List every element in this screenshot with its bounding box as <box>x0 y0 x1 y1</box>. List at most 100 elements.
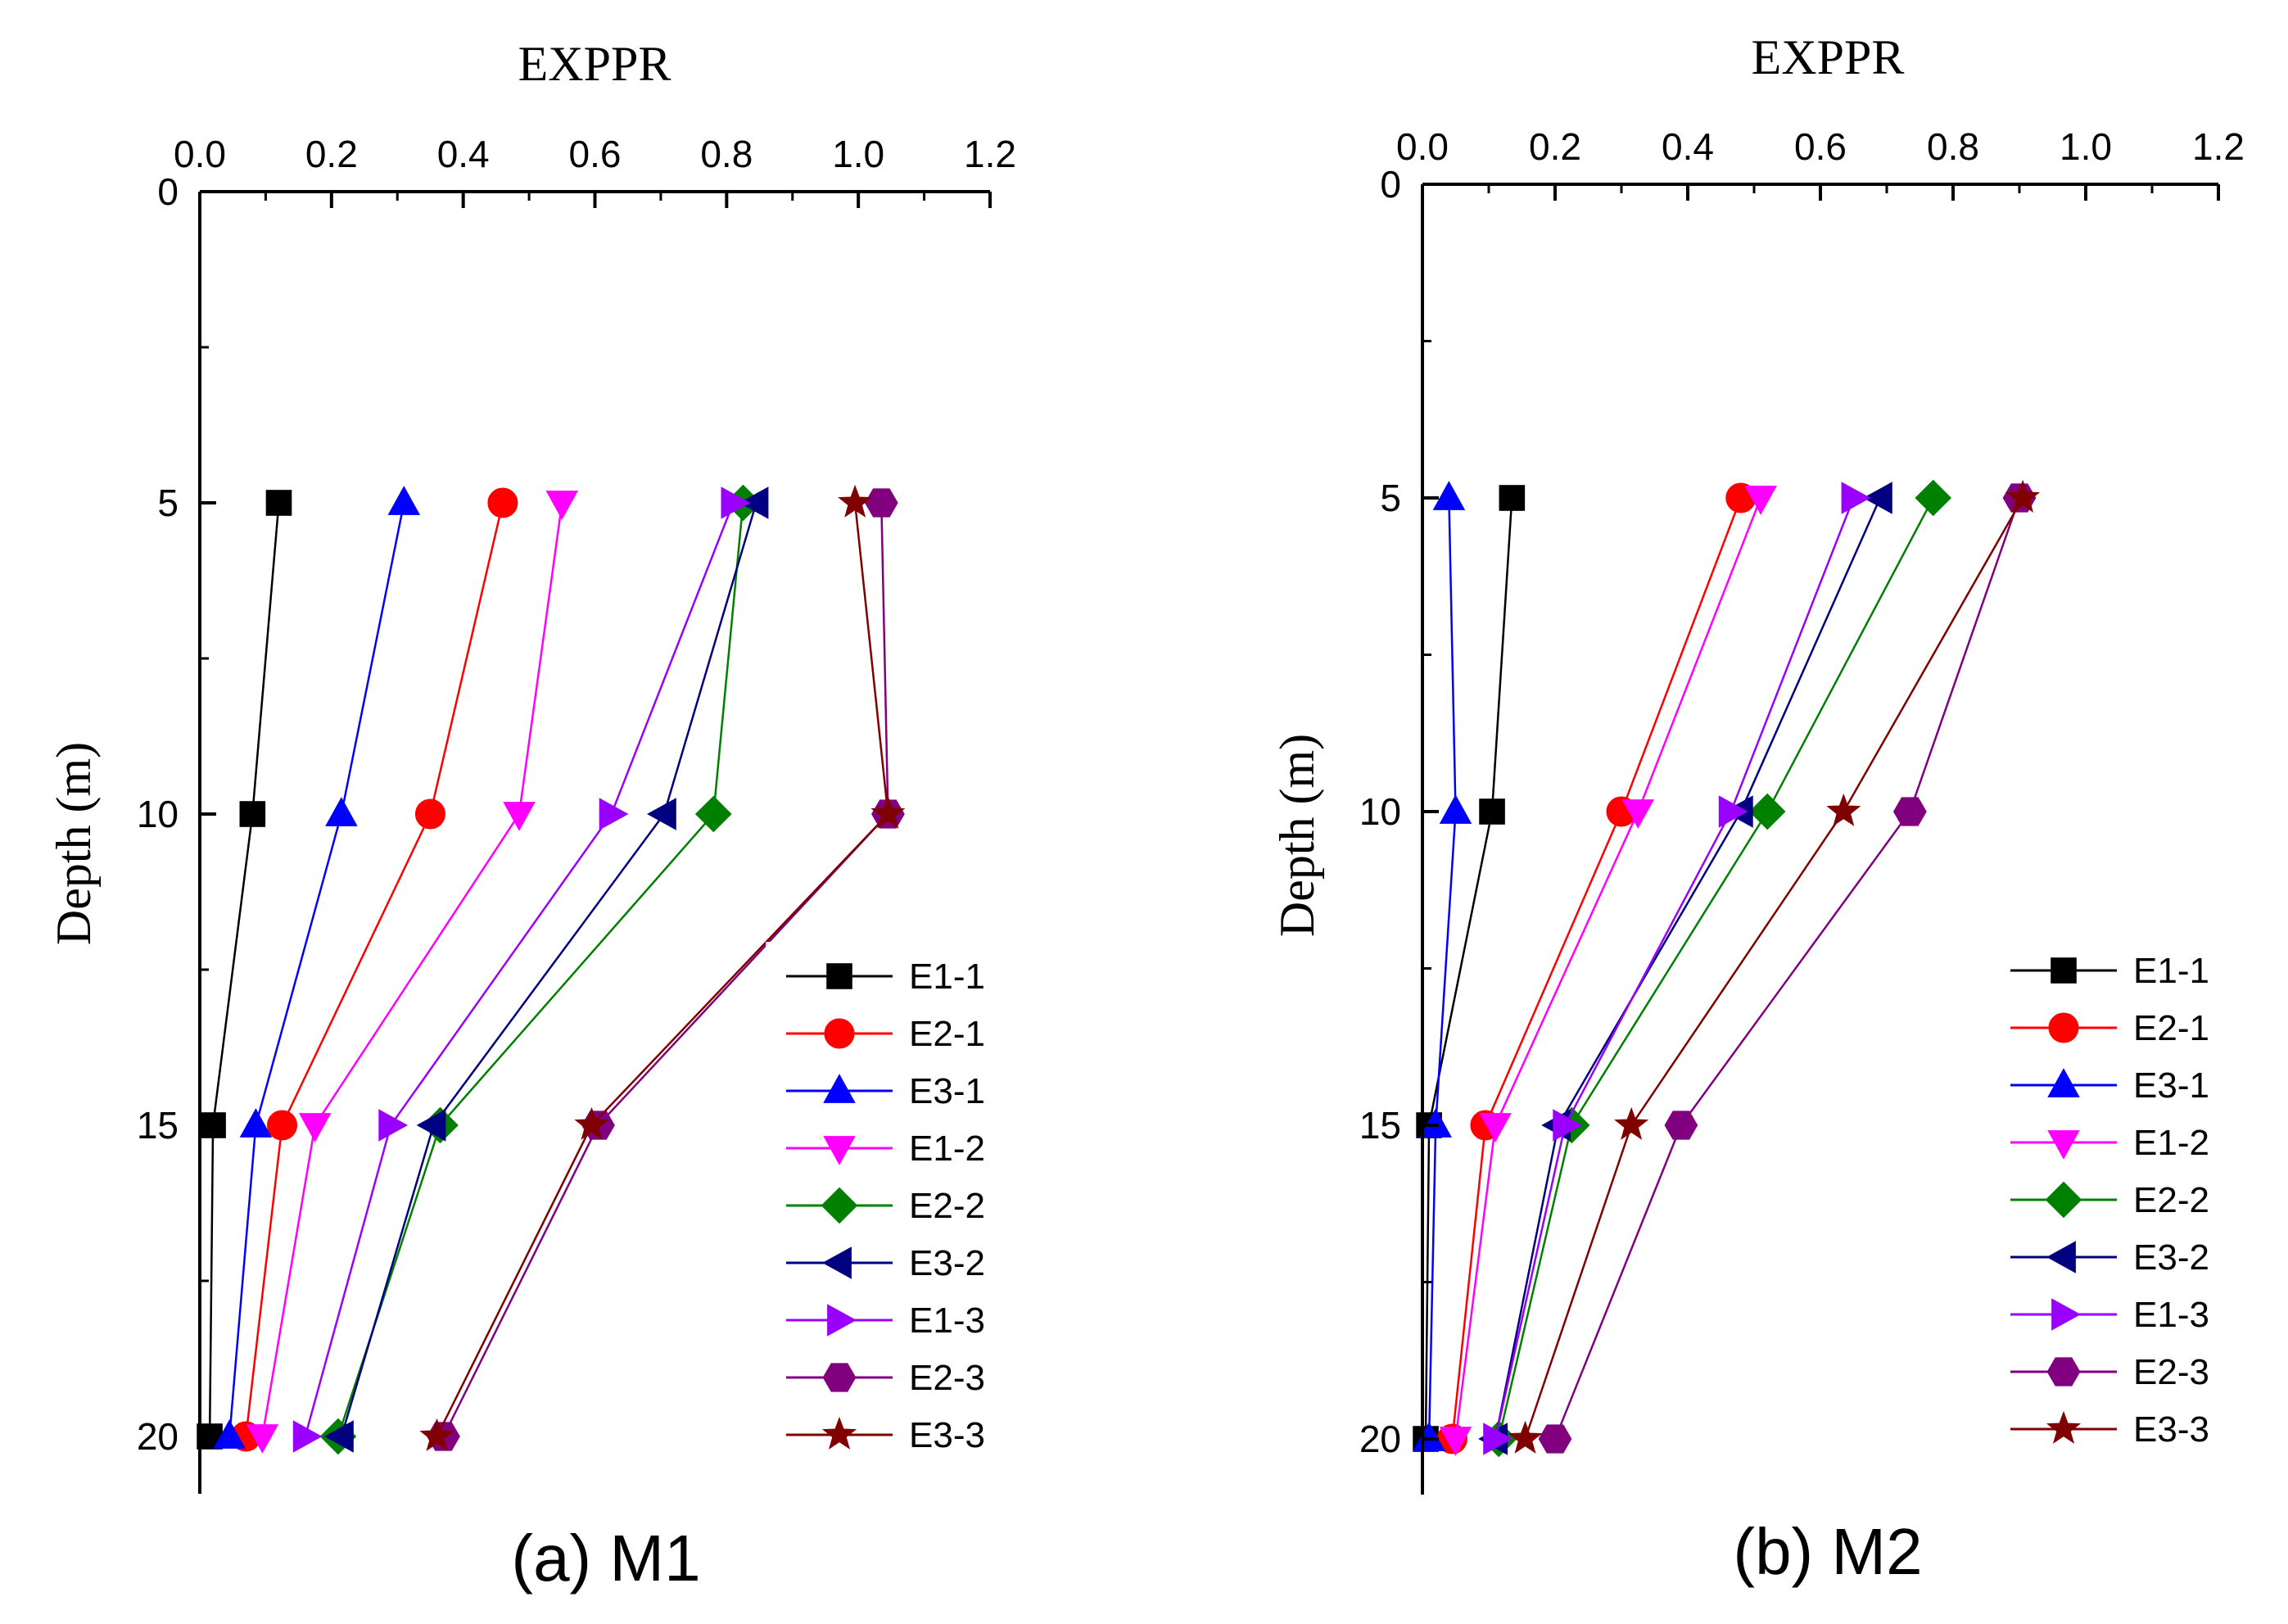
legend-marker <box>826 963 852 989</box>
legend-marker <box>2046 1410 2082 1444</box>
data-point <box>239 1108 273 1138</box>
y-tick-label: 0 <box>1380 163 1401 206</box>
series-layer <box>197 484 906 1455</box>
y-tick-label: 0 <box>157 170 179 213</box>
legend-label: E1-1 <box>2133 951 2209 991</box>
data-point <box>1419 1108 1452 1138</box>
y-axis-title: Depth (m) <box>47 742 101 945</box>
data-point <box>1621 799 1655 829</box>
data-point <box>1499 485 1526 511</box>
data-point <box>1863 482 1892 514</box>
data-point <box>419 1418 454 1451</box>
series-line <box>1497 497 1934 1440</box>
data-point <box>265 490 292 516</box>
legend-label: E2-2 <box>2133 1180 2209 1220</box>
legend: E1-1 E2-1 E3-1 E1-2 E2-2 E3-2 E1-3 E2-3 … <box>1990 938 2231 1450</box>
series-e3-2 <box>324 486 769 1453</box>
legend-label: E3-3 <box>2133 1409 2209 1450</box>
series-line <box>1454 497 1762 1440</box>
y-tick-label: 5 <box>157 482 179 524</box>
data-point <box>721 486 751 519</box>
x-tick-labels: 0.0 0.2 0.4 0.6 0.8 1.0 1.2 <box>1396 125 2245 168</box>
y-tick-labels: 0 5 10 15 20 <box>137 170 179 1458</box>
y-tick-label: 20 <box>137 1415 179 1458</box>
legend-labels: E1-1 E2-1 E3-1 E1-2 E2-2 E3-2 E1-3 E2-3 … <box>909 957 985 1455</box>
data-point <box>1439 794 1472 824</box>
legend-label: E1-3 <box>909 1301 985 1341</box>
legend-marker <box>2051 957 2077 984</box>
y-tick-label: 10 <box>137 793 179 835</box>
panel-b-m2: EXPPR Depth (m) 0.0 0.2 0.4 0.6 0.8 1.0 … <box>1270 30 2245 1588</box>
legend-marker <box>2051 1298 2081 1331</box>
legend-label: E3-1 <box>2133 1065 2209 1106</box>
x-tick-label: 0.8 <box>1927 125 1979 168</box>
data-point <box>416 1109 446 1142</box>
data-point <box>647 798 676 830</box>
tick-marks <box>1421 183 2220 1441</box>
series-e1-2 <box>1439 486 1777 1456</box>
data-point <box>298 1113 332 1142</box>
series-line <box>304 502 735 1437</box>
x-tick-label: 1.0 <box>832 133 884 175</box>
legend-marker <box>2047 1068 2080 1097</box>
series-line <box>337 502 744 1437</box>
series-line <box>1451 497 1742 1440</box>
legend-marker <box>822 1363 857 1392</box>
panel-a-m1: EXPPR Depth (m) 0.0 0.2 0.4 0.6 0.8 1.0 … <box>47 37 1016 1595</box>
x-tick-label: 0.8 <box>700 133 753 175</box>
data-point <box>1508 1420 1543 1454</box>
series-line <box>208 502 280 1437</box>
data-point <box>213 1419 246 1449</box>
x-tick-label: 1.0 <box>2060 125 2112 168</box>
x-tick-label: 0.2 <box>305 133 358 175</box>
series-line <box>1553 497 2021 1440</box>
data-point <box>1553 1109 1583 1142</box>
data-point <box>1744 486 1777 515</box>
x-axis-title: EXPPR <box>518 37 671 91</box>
x-tick-label: 0.0 <box>174 133 226 175</box>
legend-marker <box>2046 1357 2081 1387</box>
series-line <box>436 502 889 1437</box>
legend-label: E1-2 <box>909 1129 985 1169</box>
data-point <box>1432 481 1466 510</box>
legend-marker <box>2045 1181 2082 1219</box>
data-point <box>694 795 732 833</box>
data-point <box>246 1424 279 1454</box>
x-tick-label: 0.6 <box>569 133 622 175</box>
series-line <box>340 502 757 1437</box>
panel-caption: (b) M2 <box>1733 1515 1922 1588</box>
series-line <box>1494 497 1855 1440</box>
x-tick-label: 1.2 <box>964 133 1016 175</box>
tick-marks <box>198 190 992 1438</box>
series-e3-3 <box>1508 479 2041 1454</box>
legend-label: E1-1 <box>909 957 985 997</box>
data-point <box>545 491 579 520</box>
y-tick-label: 5 <box>1380 477 1401 519</box>
data-point <box>1479 1113 1512 1142</box>
data-point <box>503 802 536 831</box>
data-point <box>1841 482 1871 514</box>
legend-marker <box>2046 1241 2076 1273</box>
legend-marker <box>821 1416 857 1450</box>
series-line <box>1427 497 1457 1440</box>
y-tick-label: 15 <box>1359 1104 1401 1147</box>
legend-box <box>1990 938 2231 1450</box>
data-point <box>239 801 266 827</box>
data-point <box>325 797 358 826</box>
series-line <box>1524 497 2024 1440</box>
series-e1-2 <box>246 491 579 1454</box>
legend-entries <box>786 963 893 1450</box>
legend-label: E3-2 <box>2133 1237 2209 1278</box>
data-point <box>387 486 421 515</box>
series-e1-3 <box>292 486 751 1453</box>
x-tick-label: 1.2 <box>2192 125 2245 168</box>
legend-label: E2-2 <box>909 1186 985 1226</box>
legend-label: E3-2 <box>909 1243 985 1283</box>
axes <box>1421 183 2220 1495</box>
data-point <box>838 484 873 518</box>
data-point <box>414 798 445 830</box>
data-point <box>378 1109 409 1142</box>
data-point <box>599 798 629 830</box>
data-point <box>1538 1424 1572 1454</box>
